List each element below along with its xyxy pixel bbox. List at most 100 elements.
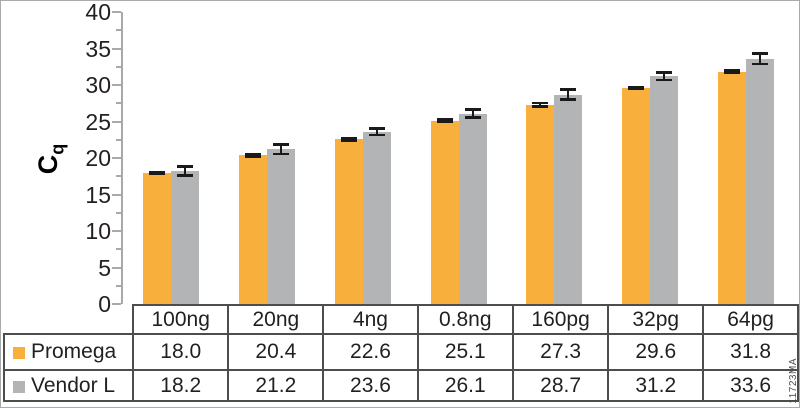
y-major-tick — [112, 84, 121, 86]
error-bar-line — [759, 53, 761, 65]
y-tick-label: 30 — [85, 72, 111, 98]
y-major-tick — [112, 11, 121, 13]
y-tick-label: 5 — [98, 255, 111, 281]
error-bar-cap-bottom — [177, 174, 193, 177]
category-cell-0.8ng: 0.8ng — [416, 304, 514, 335]
category-row: 100ng 20ng 4ng 0.8ng 160pg 32pg 64pg — [4, 304, 799, 335]
error-bar-line — [280, 144, 282, 155]
error-bar-cap-bottom — [437, 120, 453, 124]
category-cell-64pg: 64pg — [702, 304, 799, 335]
error-bar-cap-top — [724, 69, 740, 72]
bar-vendor-l — [459, 113, 487, 304]
y-major-tick — [112, 303, 121, 305]
error-bar-cap-bottom — [149, 172, 165, 175]
value-cell: 18.2 — [131, 369, 230, 402]
value-cell: 28.7 — [511, 369, 610, 402]
error-bar-cap-top — [532, 101, 548, 105]
y-tick-label: 0 — [98, 291, 111, 317]
bar-promega — [622, 87, 650, 304]
value-cell: 31.2 — [607, 369, 705, 402]
bar-promega — [431, 120, 459, 304]
value-cell: 27.3 — [511, 333, 610, 371]
value-cell: 18.0 — [131, 333, 230, 371]
error-bar-cap-top — [465, 108, 481, 111]
error-bar-line — [472, 109, 474, 118]
category-cell-32pg: 32pg — [607, 304, 705, 335]
figure-id-watermark: 11723MA — [788, 358, 799, 404]
bar-promega — [718, 71, 746, 304]
bar-vendor-l — [746, 58, 774, 304]
error-bar-cap-bottom — [369, 133, 385, 137]
y-tick-label: 40 — [85, 0, 111, 25]
error-bar-cap-top — [752, 52, 768, 55]
value-cell: 33.6 — [702, 369, 799, 402]
value-cell: 23.6 — [322, 369, 419, 402]
y-minor-tick — [116, 102, 121, 104]
value-cell: 25.1 — [416, 333, 514, 371]
legend-cell-vendor-l: Vendor L — [3, 369, 134, 402]
error-bar-cap-bottom — [465, 116, 481, 119]
error-bar-cap-top — [177, 165, 193, 168]
y-minor-tick — [116, 29, 121, 31]
bar-promega — [239, 155, 267, 304]
error-bar-cap-top — [341, 136, 357, 140]
value-cell: 21.2 — [227, 369, 325, 402]
bar-promega — [335, 139, 363, 304]
error-bar-cap-top — [149, 170, 165, 173]
plot-area: 0 5 10 15 20 25 30 35 40 — [1, 0, 799, 317]
y-axis-line — [121, 12, 123, 304]
bar-promega — [143, 172, 171, 304]
error-bar-cap-top — [628, 85, 644, 89]
error-bar-cap-top — [273, 143, 289, 146]
error-bar-cap-bottom — [341, 139, 357, 142]
bar-vendor-l — [650, 76, 678, 304]
y-tick-label: 20 — [85, 145, 111, 171]
value-cell: 31.8 — [702, 333, 799, 371]
y-minor-tick — [116, 175, 121, 177]
bar-vendor-l — [171, 171, 199, 304]
legend-swatch-promega — [13, 347, 25, 359]
error-bar-cap-bottom — [752, 62, 768, 66]
y-major-tick — [112, 157, 121, 159]
y-major-tick — [112, 121, 121, 123]
error-bar-line — [663, 72, 665, 81]
y-major-tick — [112, 48, 121, 50]
error-bar-line — [184, 166, 186, 176]
y-minor-tick — [116, 139, 121, 141]
legend-swatch-vendor-l — [13, 380, 25, 393]
bar-vendor-l — [554, 94, 582, 304]
legend-label: Vendor L — [31, 373, 116, 397]
error-bar-cap-bottom — [724, 71, 740, 75]
error-bar-line — [376, 128, 378, 136]
y-minor-tick — [116, 66, 121, 68]
y-tick-label: 35 — [85, 36, 111, 62]
y-minor-tick — [116, 248, 121, 250]
error-bar-line — [567, 89, 569, 100]
category-cell-4ng: 4ng — [322, 304, 419, 335]
value-cell: 26.1 — [416, 369, 514, 402]
error-bar-cap-bottom — [628, 87, 644, 90]
error-bar-cap-top — [369, 127, 385, 130]
legend-label: Promega — [31, 340, 117, 363]
data-table: 100ng 20ng 4ng 0.8ng 160pg 32pg 64pg Promega 18.… — [3, 304, 799, 402]
category-cell-20ng: 20ng — [227, 304, 325, 335]
category-cell-100ng: 100ng — [131, 304, 230, 335]
y-tick-label: 25 — [85, 109, 111, 135]
error-bar-cap-bottom — [245, 155, 261, 158]
bar-promega — [526, 104, 554, 304]
y-tick-label: 10 — [85, 218, 111, 244]
error-bar-cap-bottom — [560, 98, 576, 101]
error-bar-cap-bottom — [656, 78, 672, 82]
y-major-tick — [112, 267, 121, 269]
error-bar-line — [539, 102, 541, 107]
y-minor-tick — [116, 285, 121, 287]
value-cell: 20.4 — [227, 333, 325, 371]
legend-cell-promega: Promega — [3, 333, 134, 371]
series-row-vendor-l: Vendor L 18.2 21.2 23.6 26.1 28.7 31.2 33.6 — [3, 369, 799, 402]
y-minor-tick — [116, 212, 121, 214]
error-bar-cap-bottom — [532, 105, 548, 108]
value-cell: 22.6 — [322, 333, 419, 371]
bar-vendor-l — [363, 131, 391, 304]
y-major-tick — [112, 194, 121, 196]
